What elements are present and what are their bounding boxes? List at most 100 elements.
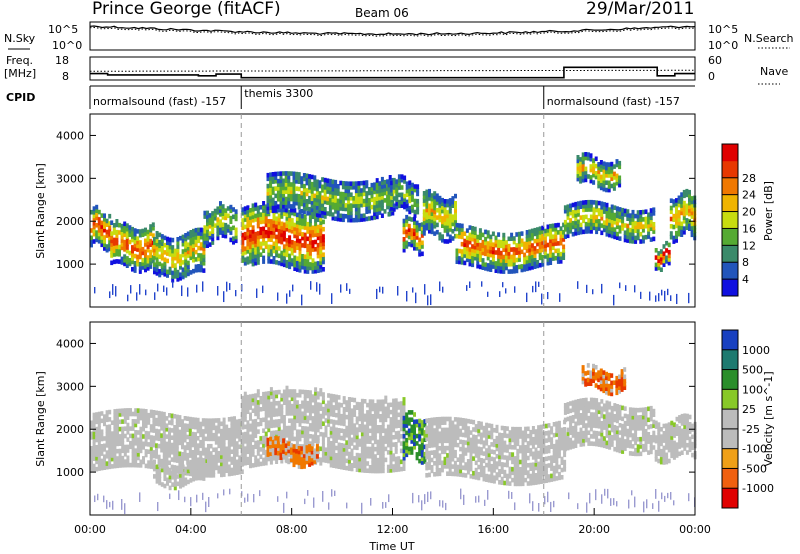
echo-cell [311, 261, 315, 267]
echo-cell [157, 454, 161, 460]
echo-cell [186, 434, 190, 440]
echo-cell [350, 397, 354, 402]
echo-cell [284, 203, 288, 209]
echo-cell [103, 436, 106, 441]
echo-cell [241, 414, 245, 419]
echo-cell [170, 457, 174, 462]
echo-cell [418, 248, 422, 253]
echo-cell [347, 397, 351, 402]
echo-cell [269, 230, 273, 235]
echo-cell [319, 388, 323, 393]
echo-cell [610, 222, 614, 228]
echo-cell [123, 408, 127, 413]
echo-cell [321, 259, 325, 265]
echo-cell [295, 171, 299, 177]
echo-cell [267, 420, 271, 425]
echo-cell [282, 171, 286, 176]
echo-cell [308, 206, 312, 212]
echo-cell [246, 227, 250, 232]
echo-cell [269, 176, 273, 181]
echo-cell [373, 465, 377, 470]
echo-cell [321, 399, 325, 405]
echo-cell [453, 471, 457, 477]
echo-cell [446, 434, 450, 440]
echo-cell [175, 458, 179, 463]
echo-cell [615, 209, 619, 215]
echo-cell [121, 426, 125, 432]
echo-cell [189, 255, 193, 261]
echo-cell [608, 218, 612, 223]
echo-cell [418, 241, 422, 246]
echo-cell [530, 254, 534, 259]
echo-cell [302, 446, 306, 451]
echo-cell [665, 255, 669, 261]
echo-cell [446, 438, 450, 444]
echo-cell [175, 451, 179, 456]
echo-cell [326, 211, 330, 216]
echo-cell [249, 434, 252, 439]
echo-cell [448, 209, 452, 214]
echo-cell [379, 443, 383, 448]
echo-cell [211, 229, 215, 234]
echo-cell [669, 209, 673, 214]
echo-cell [499, 258, 503, 263]
echo-cell [305, 173, 309, 179]
echo-cell [139, 437, 143, 443]
echo-cell [425, 473, 429, 478]
echo-cell [277, 260, 281, 266]
echo-cell [492, 457, 496, 462]
echo-cell [390, 191, 394, 197]
echo-cell [566, 233, 570, 239]
echo-cell [113, 445, 117, 451]
echo-cell [520, 267, 524, 273]
echo-cell [310, 203, 314, 209]
echo-cell [208, 242, 212, 247]
echo-cell [203, 239, 207, 245]
echo-cell [118, 222, 121, 228]
echo-cell [303, 404, 307, 409]
echo-cell [264, 424, 268, 429]
echo-cell [334, 398, 338, 403]
echo-cell [206, 214, 209, 219]
echo-cell [418, 458, 422, 464]
echo-cell [574, 227, 578, 233]
echo-cell [615, 173, 619, 179]
echo-cell [300, 201, 304, 207]
echo-cell [100, 227, 104, 233]
echo-cell [280, 429, 284, 435]
echo-cell [395, 182, 399, 188]
near-range-cell [514, 286, 516, 293]
echo-cell [251, 452, 255, 457]
echo-cell [579, 222, 583, 228]
echo-cell [221, 229, 225, 235]
echo-cell [314, 401, 318, 407]
echo-cell [373, 403, 377, 408]
echo-cell [528, 233, 532, 238]
echo-cell [139, 415, 143, 421]
echo-cell [337, 409, 341, 415]
echo-cell [254, 426, 258, 431]
echo-cell [173, 443, 177, 448]
echo-cell [243, 231, 247, 237]
echo-cell [254, 400, 258, 406]
echo-cell [523, 256, 527, 261]
echo-cell [392, 402, 396, 407]
echo-cell [463, 246, 467, 251]
near-range-cell [115, 286, 117, 297]
echo-cell [390, 187, 394, 193]
echo-cell [451, 221, 455, 227]
echo-cell [176, 273, 180, 279]
echo-cell [504, 240, 508, 245]
echo-cell [142, 445, 145, 450]
echo-cell [621, 218, 625, 224]
echo-cell [469, 466, 473, 472]
echo-cell [610, 161, 614, 167]
echo-cell [118, 434, 122, 439]
echo-cell [189, 270, 193, 275]
echo-cell [314, 394, 318, 400]
echo-cell [473, 226, 477, 232]
echo-cell [652, 229, 656, 234]
echo-cell [507, 251, 511, 256]
echo-cell [280, 221, 284, 227]
echo-cell [466, 433, 470, 438]
